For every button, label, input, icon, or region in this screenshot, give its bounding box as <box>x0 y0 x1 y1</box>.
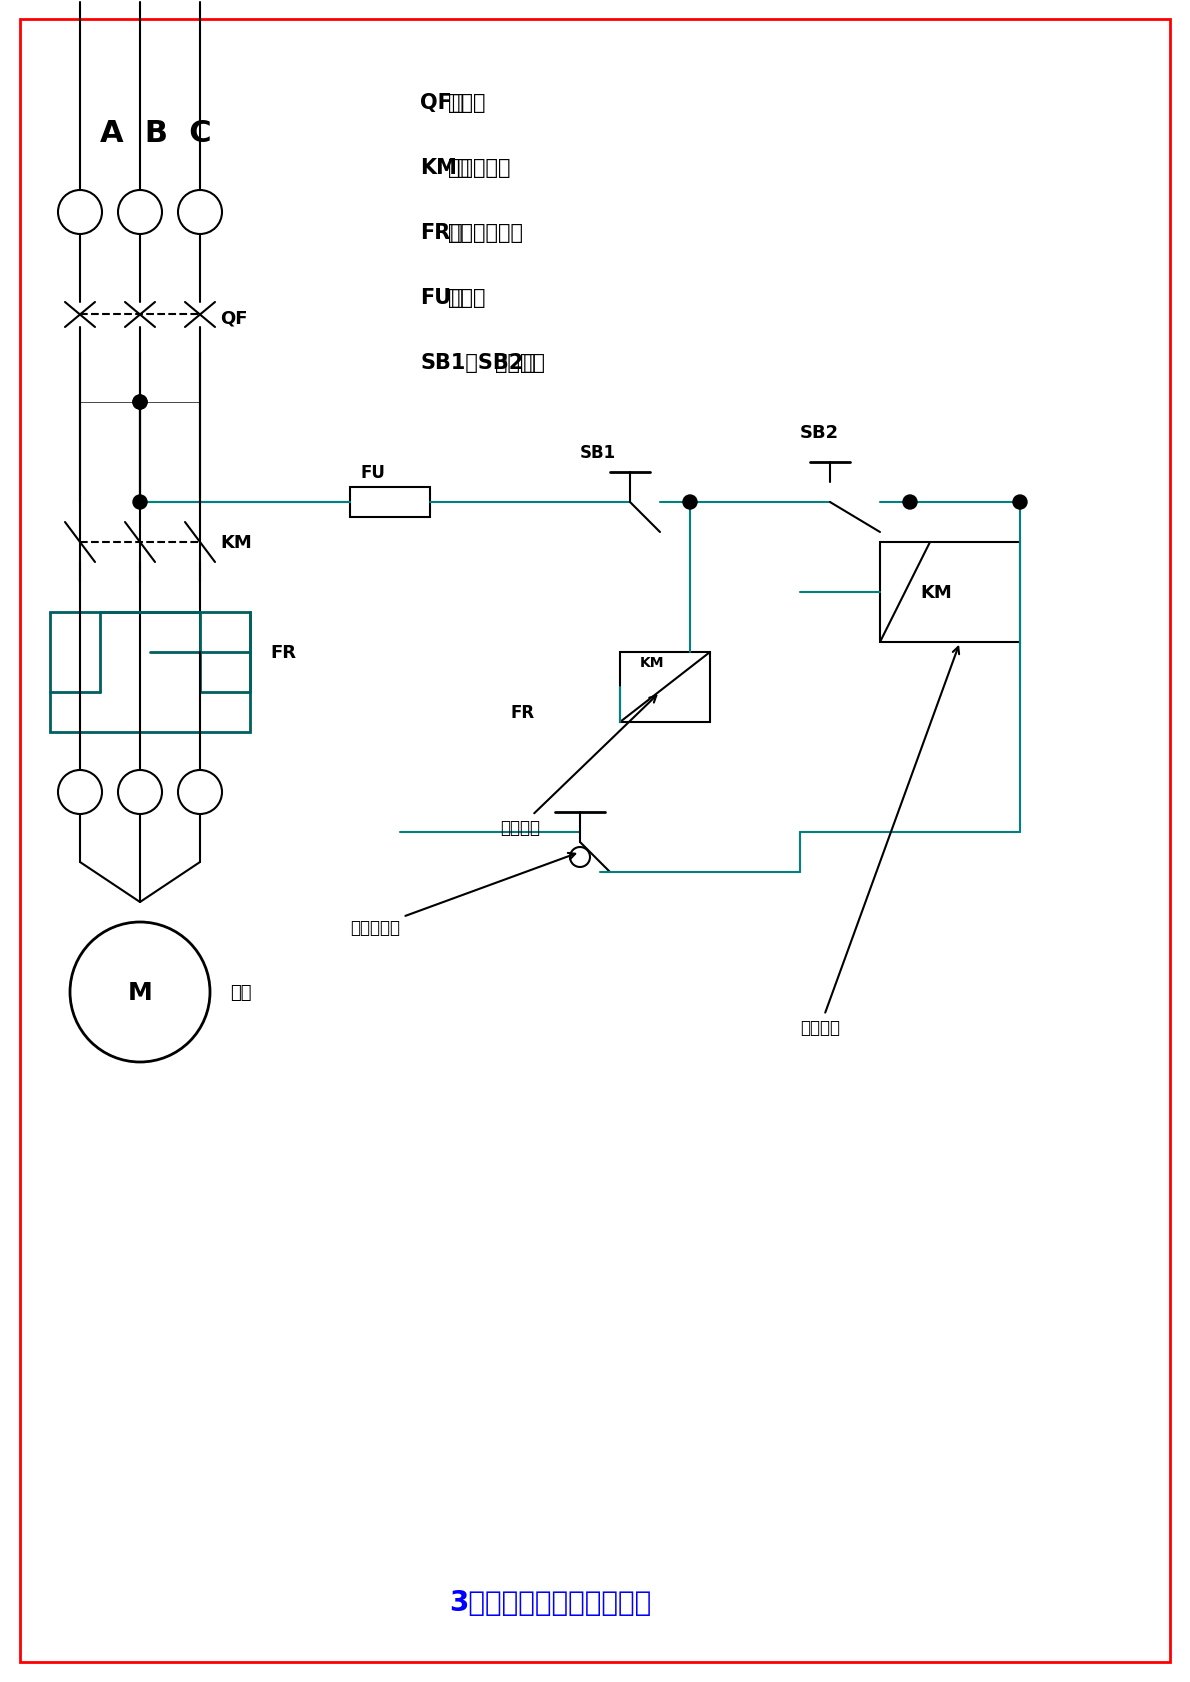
Circle shape <box>70 922 209 1063</box>
Text: KM: KM <box>640 656 664 669</box>
Text: M: M <box>127 981 152 1004</box>
Text: FU: FU <box>361 464 384 481</box>
Text: SB1: SB1 <box>580 444 616 463</box>
Circle shape <box>903 496 917 510</box>
Text: FR: FR <box>511 703 534 722</box>
Circle shape <box>118 770 162 814</box>
Circle shape <box>178 770 223 814</box>
Bar <box>350 488 430 518</box>
Text: 吸合线圈: 吸合线圈 <box>800 648 959 1036</box>
Circle shape <box>133 496 148 510</box>
Text: QF：: QF： <box>420 93 464 113</box>
Text: FR: FR <box>270 644 296 661</box>
Text: 自锁触点: 自锁触点 <box>500 696 657 836</box>
Circle shape <box>683 496 697 510</box>
Text: 启停按钮: 启停按钮 <box>495 353 545 373</box>
Circle shape <box>118 190 162 235</box>
Circle shape <box>178 190 223 235</box>
Circle shape <box>58 190 102 235</box>
Circle shape <box>58 770 102 814</box>
Text: FR：: FR： <box>420 224 463 242</box>
Text: KM：: KM： <box>420 158 469 178</box>
Text: KM: KM <box>220 533 252 552</box>
Circle shape <box>570 848 590 868</box>
Bar <box>879 543 1020 643</box>
Circle shape <box>133 395 148 410</box>
Bar <box>50 612 250 733</box>
Text: SB2: SB2 <box>800 424 839 442</box>
Text: SB1、SB2：: SB1、SB2： <box>420 353 536 373</box>
Circle shape <box>1013 496 1027 510</box>
Text: QF: QF <box>220 309 248 326</box>
Text: FU：: FU： <box>420 288 464 308</box>
Text: 断路器: 断路器 <box>449 93 486 113</box>
Text: 3相电机启、停控制接线图: 3相电机启、停控制接线图 <box>449 1588 651 1616</box>
Circle shape <box>133 395 148 410</box>
Bar <box>620 653 710 723</box>
Text: 交流接触器: 交流接触器 <box>449 158 511 178</box>
Text: 热过载保护: 热过载保护 <box>350 853 575 937</box>
Text: KM: KM <box>920 584 952 602</box>
Text: A  B  C: A B C <box>100 118 212 148</box>
Text: 热过载继电器: 热过载继电器 <box>449 224 524 242</box>
Text: 电机: 电机 <box>230 984 251 1001</box>
Text: 保险丝: 保险丝 <box>449 288 486 308</box>
